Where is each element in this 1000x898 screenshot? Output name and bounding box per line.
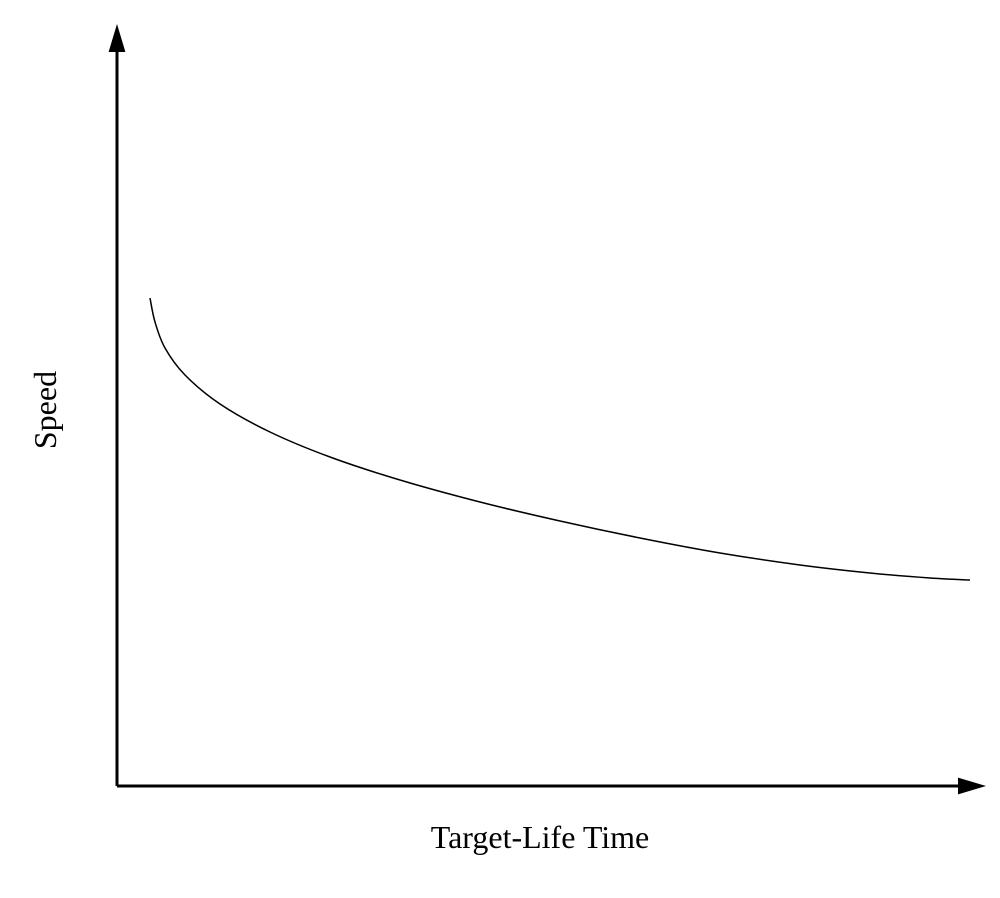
speed-vs-target-life-chart: Target-Life Time Speed xyxy=(0,0,1000,898)
chart-background xyxy=(0,0,1000,898)
chart-container: Target-Life Time Speed xyxy=(0,0,1000,898)
y-axis-label: Speed xyxy=(27,371,63,449)
x-axis-label: Target-Life Time xyxy=(431,819,649,855)
